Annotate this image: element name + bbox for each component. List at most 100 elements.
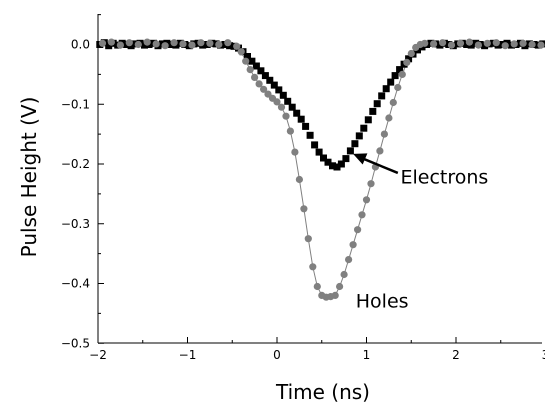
holes-point — [224, 39, 232, 47]
holes-point — [376, 147, 384, 155]
holes-point — [215, 40, 223, 49]
holes-point — [237, 48, 245, 56]
holes-point — [349, 241, 357, 249]
electrons-point — [279, 91, 287, 99]
holes-point — [98, 39, 107, 47]
electrons-point — [333, 163, 341, 171]
electrons-point — [315, 148, 323, 156]
y-tick-label: −0.1 — [61, 97, 90, 111]
holes-point — [385, 114, 393, 122]
holes-point — [394, 83, 402, 92]
holes-point — [286, 127, 294, 135]
holes-point — [282, 112, 290, 120]
electrons-point — [360, 124, 368, 132]
holes-point — [304, 235, 312, 243]
holes-point — [170, 39, 178, 47]
holes-point — [510, 40, 518, 48]
holes-point — [295, 175, 303, 184]
holes-point — [474, 41, 482, 49]
annotations: Electrons Holes — [353, 153, 488, 312]
electrons-point — [337, 160, 345, 168]
electrons-point — [351, 140, 359, 148]
electrons-point — [244, 53, 251, 60]
electrons-point — [373, 100, 381, 108]
x-tick-label: 1 — [363, 348, 371, 362]
electrons-point — [288, 103, 296, 111]
holes-point — [291, 148, 299, 156]
holes-point — [407, 49, 415, 58]
holes-point — [345, 256, 353, 264]
electrons-point — [252, 62, 260, 70]
electrons-point — [311, 141, 319, 149]
holes-point — [161, 42, 169, 50]
y-tick-label: −0.5 — [61, 336, 90, 350]
y-tick-label: −0.4 — [61, 277, 90, 291]
holes-point — [251, 73, 259, 81]
electrons-point — [378, 92, 386, 100]
holes-point — [456, 39, 465, 47]
holes-point — [152, 40, 160, 48]
electrons-point — [405, 55, 413, 63]
x-tick-label: −1 — [179, 348, 197, 362]
electrons-point — [297, 115, 305, 123]
holes-point — [313, 282, 321, 291]
electrons-point — [481, 42, 489, 50]
electrons-point — [329, 162, 336, 170]
electrons-point — [364, 116, 372, 124]
holes-point — [134, 40, 142, 49]
holes-point — [465, 38, 473, 46]
plot-axes — [97, 14, 542, 344]
electrons-point — [266, 76, 274, 84]
holes-point — [403, 58, 411, 66]
holes-point — [188, 41, 196, 49]
y-tick-label: −0.2 — [61, 157, 90, 171]
holes-point — [260, 85, 268, 93]
holes-point — [233, 42, 241, 50]
x-tick-label: −2 — [89, 348, 107, 362]
holes-point — [439, 39, 447, 47]
holes-point — [501, 42, 509, 50]
electrons-series — [96, 39, 545, 171]
electrons-point — [436, 41, 444, 49]
x-tick-label: 3 — [542, 348, 545, 362]
holes-point — [447, 41, 456, 49]
electrons-point — [306, 131, 314, 139]
electrons-point — [355, 132, 363, 140]
x-tick-label: 0 — [273, 348, 281, 362]
holes-point — [273, 98, 281, 106]
holes-point — [246, 66, 254, 74]
holes-point — [380, 130, 388, 138]
x-tick-label: 2 — [452, 348, 460, 362]
electrons-arrow-head — [353, 153, 368, 165]
holes-point — [398, 70, 406, 78]
electrons-point — [275, 86, 283, 94]
y-tick-label: 0.0 — [71, 38, 90, 52]
holes-point — [179, 40, 187, 48]
electrons-point — [105, 42, 113, 50]
electrons-arrow-shaft — [360, 156, 399, 175]
electrons-point — [248, 57, 256, 65]
holes-point — [492, 39, 500, 47]
holes-series — [98, 38, 545, 301]
electrons-point — [391, 72, 399, 80]
holes-point — [421, 39, 429, 47]
axis-ticks: −2 −1 0 1 2 3 0.0 −0.1 −0.2 −0.3 −0.4 −0.5 — [61, 14, 545, 362]
electrons-point — [342, 155, 350, 163]
holes-point — [255, 80, 263, 88]
holes-point — [389, 98, 397, 107]
electrons-point — [257, 67, 265, 75]
holes-point — [519, 39, 527, 47]
holes-point — [264, 90, 272, 98]
electrons-point — [463, 41, 471, 48]
holes-point — [430, 40, 438, 48]
electrons-point — [369, 107, 377, 115]
electrons-point — [302, 122, 310, 130]
holes-point — [340, 270, 348, 279]
holes-point — [116, 41, 124, 49]
electrons-point — [387, 78, 395, 86]
y-axis-title: Pulse Height (V) — [17, 97, 41, 258]
holes-point — [300, 205, 308, 213]
holes-point — [367, 180, 375, 188]
electrons-label: Electrons — [401, 167, 489, 189]
x-axis-title: Time (ns) — [275, 380, 370, 404]
